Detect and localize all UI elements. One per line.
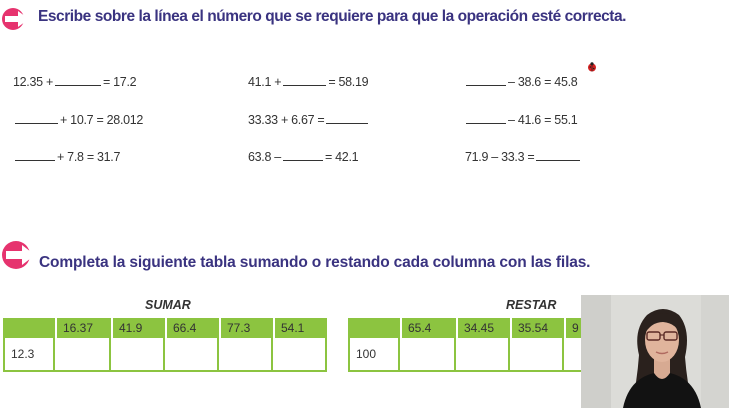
sumar-column-header: 16.37 [55, 318, 111, 338]
table-corner [348, 318, 400, 338]
answer-cell[interactable] [111, 338, 165, 372]
answer-blank[interactable] [15, 159, 55, 161]
table-corner [3, 318, 55, 338]
answer-blank[interactable] [466, 84, 506, 86]
answer-cell[interactable] [219, 338, 273, 372]
answer-blank[interactable] [326, 122, 369, 124]
sumar-column-header: 54.1 [273, 318, 327, 338]
restar-header-row: 65.4 34.45 35.54 9 [348, 318, 582, 338]
answer-cell[interactable] [165, 338, 219, 372]
restar-table: 65.4 34.45 35.54 9 100 [348, 318, 582, 372]
sumar-column-header: 77.3 [219, 318, 273, 338]
restar-title: RESTAR [506, 298, 557, 312]
sumar-title: SUMAR [145, 298, 191, 312]
answer-blank[interactable] [15, 122, 58, 124]
restar-column-header: 35.54 [510, 318, 564, 338]
ladybug-icon [587, 59, 597, 72]
answer-blank[interactable] [536, 159, 581, 161]
restar-column-header: 9 [564, 318, 582, 338]
equation-r1c3: – 38.6 = 45.8 [464, 75, 578, 89]
restar-row-label: 100 [348, 338, 400, 372]
equation-r3c3: 71.9 – 33.3 = [465, 150, 582, 164]
table-row: 12.3 [3, 338, 327, 372]
presenter-video [581, 295, 729, 408]
answer-cell[interactable] [510, 338, 564, 372]
restar-column-header: 65.4 [400, 318, 456, 338]
webcam-overlay [581, 295, 729, 408]
answer-cell[interactable] [273, 338, 327, 372]
answer-cell[interactable] [400, 338, 456, 372]
answer-cell[interactable] [564, 338, 582, 372]
answer-blank[interactable] [466, 122, 506, 124]
answer-cell[interactable] [456, 338, 510, 372]
answer-blank[interactable] [282, 159, 323, 161]
restar-column-header: 34.45 [456, 318, 510, 338]
equation-r3c2: 63.8 – = 42.1 [248, 150, 359, 164]
equation-r1c1: 12.35 + = 17.2 [13, 75, 137, 89]
answer-cell[interactable] [55, 338, 111, 372]
pink-arrow-icon [2, 8, 32, 30]
pink-arrow-icon [2, 240, 36, 270]
sumar-row-label: 12.3 [3, 338, 55, 372]
equation-r3c1: + 7.8 = 31.7 [13, 150, 120, 164]
sumar-column-header: 41.9 [111, 318, 165, 338]
equation-r1c2: 41.1 + = 58.19 [248, 75, 369, 89]
sumar-table: 16.37 41.9 66.4 77.3 54.1 12.3 [3, 318, 327, 372]
table-row: 100 [348, 338, 582, 372]
section1-heading: Escribe sobre la línea el número que se … [38, 8, 627, 25]
equation-r2c1: + 10.7 = 28.012 [13, 113, 143, 127]
sumar-header-row: 16.37 41.9 66.4 77.3 54.1 [3, 318, 327, 338]
sumar-column-header: 66.4 [165, 318, 219, 338]
answer-blank[interactable] [283, 84, 327, 86]
equation-r2c3: – 41.6 = 55.1 [464, 113, 578, 127]
answer-blank[interactable] [54, 84, 101, 86]
section2-heading: Completa la siguiente tabla sumando o re… [39, 254, 591, 271]
equation-r2c2: 33.33 + 6.67 = [248, 113, 370, 127]
